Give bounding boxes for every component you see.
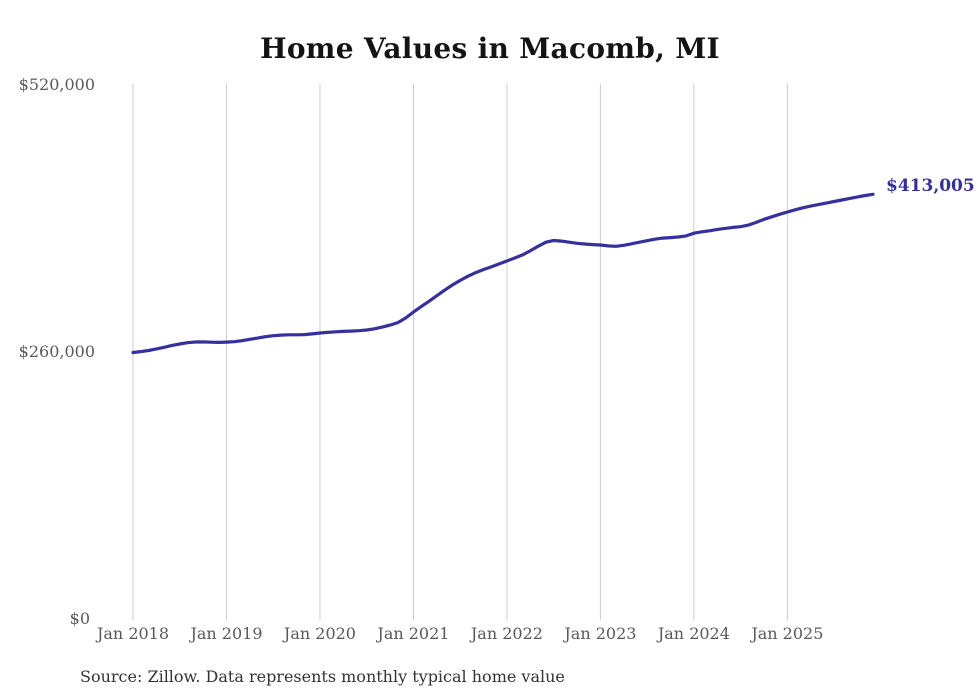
x-tick-label: Jan 2024	[657, 624, 730, 643]
x-tick-label: Jan 2019	[190, 624, 263, 643]
x-tick-label: Jan 2023	[564, 624, 637, 643]
latest-value-label: $413,005	[886, 176, 975, 196]
page-title: Home Values in Macomb, MI	[260, 32, 720, 65]
home-value-line	[131, 192, 875, 355]
x-tick-label: Jan 2018	[96, 624, 170, 643]
x-tick-label: Jan 2022	[470, 624, 543, 643]
y-tick-label-260000: $260,000	[18, 342, 95, 361]
x-tick-label: Jan 2025	[751, 624, 824, 643]
gridlines-group	[132, 84, 788, 620]
x-tick-label: Jan 2020	[283, 624, 356, 643]
y-tick-label-0: $0	[69, 609, 90, 628]
x-tick-label: Jan 2021	[377, 624, 450, 643]
source-note: Source: Zillow. Data represents monthly …	[80, 667, 565, 686]
y-tick-label-520000: $520,000	[18, 75, 95, 94]
